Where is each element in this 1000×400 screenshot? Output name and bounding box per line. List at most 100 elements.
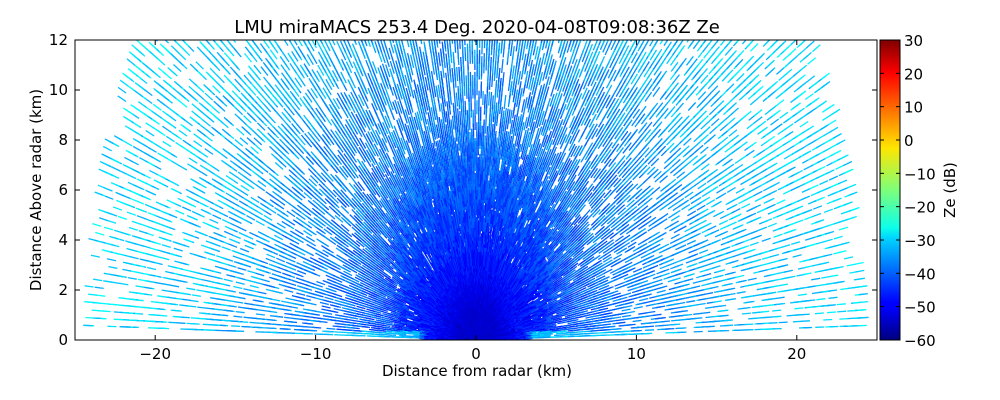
echo-cell [632, 329, 642, 332]
echo-cell [725, 249, 736, 255]
echo-cell [652, 275, 663, 280]
echo-cell [700, 115, 709, 124]
echo-cell [607, 204, 616, 214]
echo-cell [714, 57, 724, 68]
echo-cell [702, 126, 711, 135]
echo-cell [802, 150, 812, 157]
echo-cell [791, 241, 801, 246]
echo-cell [602, 323, 612, 326]
echo-cell [613, 178, 622, 188]
echo-cell [646, 288, 656, 293]
echo-cell [600, 276, 610, 282]
echo-cell [659, 324, 669, 327]
echo-cell [658, 285, 668, 290]
echo-cell [538, 302, 548, 309]
echo-cell [530, 306, 540, 313]
echo-cell [766, 203, 776, 209]
echo-cell [756, 149, 766, 156]
echo-cell [726, 117, 736, 126]
echo-cell [681, 203, 691, 211]
echo-cell [834, 265, 844, 269]
echo-cell [833, 235, 843, 240]
echo-cell [625, 301, 635, 305]
echo-cell [769, 253, 780, 258]
echo-cell [736, 73, 745, 82]
echo-cell [746, 162, 756, 169]
echo-cell [723, 282, 733, 287]
echo-cell [753, 116, 763, 124]
echo-cell [657, 231, 667, 238]
echo-cell [806, 40, 815, 49]
echo-cell [713, 95, 723, 104]
echo-cell [711, 239, 722, 244]
echo-cell [757, 304, 767, 308]
echo-cell [785, 159, 795, 166]
echo-cell [645, 254, 655, 261]
echo-cell [784, 123, 794, 130]
echo-cell [638, 279, 649, 285]
echo-cell [709, 168, 719, 176]
echo-cell [747, 212, 757, 218]
echo-cell [671, 277, 681, 282]
echo-cell [547, 323, 557, 327]
echo-cell [632, 319, 642, 323]
echo-cell [668, 307, 678, 311]
echo-cell [606, 209, 616, 218]
echo-cell [649, 302, 659, 306]
echo-cell [698, 297, 708, 301]
echo-cell [752, 317, 762, 320]
echo-cell [765, 304, 775, 307]
echo-cell [722, 100, 732, 109]
echo-cell [645, 269, 656, 275]
echo-cell [691, 232, 701, 238]
echo-cell [815, 134, 826, 141]
echo-cell [767, 297, 777, 301]
echo-cell [793, 169, 803, 176]
echo-cell [717, 168, 727, 176]
echo-cell [823, 253, 833, 257]
echo-cell [677, 327, 687, 330]
echo-cell [752, 234, 763, 240]
echo-cell [749, 97, 759, 106]
echo-cell [726, 186, 736, 193]
echo-cell [773, 123, 783, 131]
echo-cell [738, 141, 748, 149]
echo-cell [776, 199, 786, 205]
echo-cell [639, 297, 649, 302]
echo-cell [665, 327, 675, 330]
echo-cell [753, 190, 763, 197]
echo-cell [723, 324, 734, 327]
echo-cell [638, 312, 648, 315]
echo-cell [610, 177, 619, 187]
echo-cell [606, 173, 615, 184]
echo-cell [829, 126, 839, 133]
echo-cell [796, 74, 806, 82]
echo-cell [775, 99, 785, 107]
echo-cell [710, 229, 720, 235]
echo-cell [591, 254, 601, 262]
echo-cell [848, 191, 858, 197]
echo-cell [811, 44, 821, 53]
echo-cell [603, 149, 612, 160]
echo-cell [771, 109, 781, 117]
echo-cell [621, 308, 631, 312]
echo-cell [746, 121, 756, 130]
echo-cell [843, 201, 853, 206]
echo-cell [590, 329, 600, 332]
echo-cell [858, 285, 868, 288]
echo-cell [614, 213, 624, 221]
echo-cell [804, 215, 814, 221]
echo-cell [660, 272, 670, 277]
echo-cell [702, 277, 712, 282]
echo-cell [702, 272, 712, 277]
echo-cell [744, 295, 755, 298]
echo-cell [781, 244, 791, 249]
echo-cell [569, 318, 579, 322]
echo-cell [814, 219, 825, 224]
echo-cell [764, 171, 774, 178]
echo-cell [546, 320, 557, 324]
echo-cell [716, 157, 726, 165]
echo-cell [712, 300, 722, 304]
echo-cell [823, 208, 834, 214]
echo-cell [636, 181, 645, 190]
